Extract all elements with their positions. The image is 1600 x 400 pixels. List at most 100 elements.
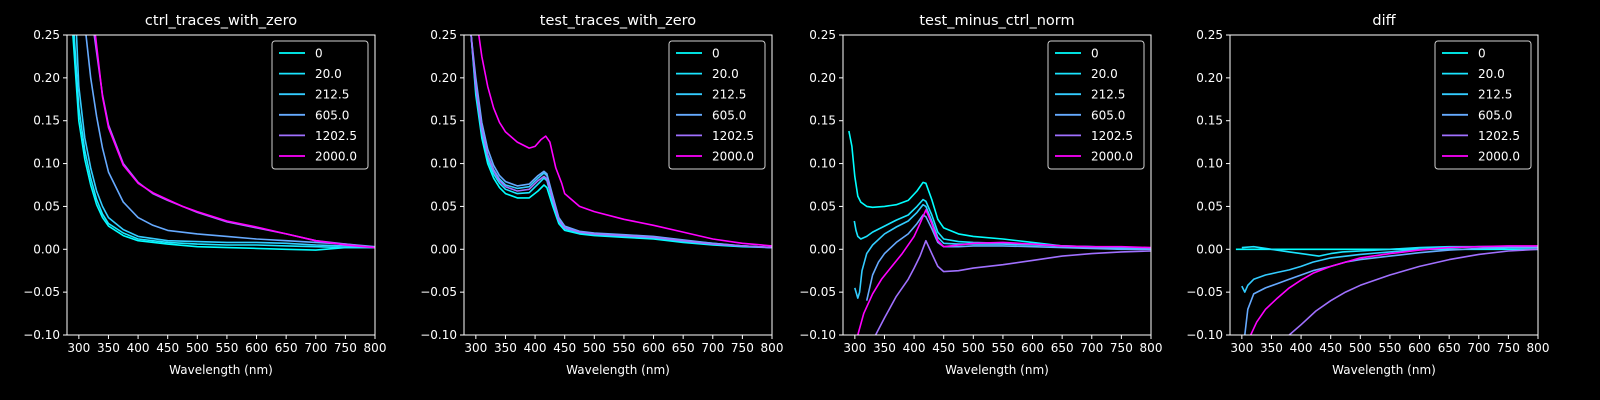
series-group [848,130,1151,335]
x-tick-label: 600 [1408,341,1431,355]
y-tick-label: 0.00 [33,242,60,256]
legend-label: 2000.0 [712,150,754,164]
x-tick-label: 300 [1230,341,1253,355]
x-tick-label: 400 [903,341,926,355]
x-tick-label: 400 [1290,341,1313,355]
x-tick-label: 350 [494,341,517,355]
y-tick-label: 0.20 [430,71,457,85]
x-tick-label: 550 [1378,341,1401,355]
legend: 0 20.0 212.5 605.0 1202.5 2000.0 [668,40,766,170]
y-tick-label: 0.20 [809,71,836,85]
legend-label: 605.0 [1478,108,1512,122]
series-line-212.5 [75,35,375,249]
series-group [72,35,375,251]
y-tick-label: 0.15 [1196,114,1223,128]
x-axis-label: Wavelength (nm) [945,363,1049,377]
y-tick-label: 0.25 [33,28,60,42]
x-tick-label: 650 [275,341,298,355]
legend-label: 0 [315,47,323,61]
y-tick-label: 0.25 [809,28,836,42]
series-line-1202.5 [470,35,772,249]
legend-label: 20.0 [1091,67,1118,81]
x-tick-label: 450 [553,341,576,355]
chart-title: test_traces_with_zero [540,13,697,29]
legend-label: 2000.0 [1478,150,1520,164]
y-tick-label: 0.10 [33,157,60,171]
y-tick-label: −0.10 [1186,328,1223,342]
x-tick-label: 600 [1021,341,1044,355]
series-line-2000.0 [478,35,772,247]
legend-label: 0 [1091,47,1099,61]
x-tick-label: 450 [932,341,955,355]
axes-frame [66,34,376,336]
legend: 0 20.0 212.5 605.0 1202.5 2000.0 [1434,40,1532,170]
x-tick-label: 450 [1319,341,1342,355]
legend-label: 1202.5 [712,129,754,143]
x-tick-label: 750 [334,341,357,355]
axes-frame [463,34,773,336]
series-line-2000.0 [1249,245,1538,335]
series-line-2000.0 [857,209,1151,335]
y-tick-label: 0.25 [430,28,457,42]
legend-label: 605.0 [315,108,349,122]
y-tick-label: 0.05 [809,199,836,213]
y-tick-label: 0.00 [809,242,836,256]
y-tick-label: −0.05 [420,285,457,299]
chart-title: ctrl_traces_with_zero [145,13,297,29]
legend-label: 20.0 [1478,67,1505,81]
series-line-0 [848,130,1151,251]
x-tick-label: 500 [186,341,209,355]
axes-frame [1229,34,1539,336]
x-tick-label: 300 [843,341,866,355]
x-axis-label: Wavelength (nm) [169,363,273,377]
legend-label: 212.5 [712,88,746,102]
chart-title: test_minus_ctrl_norm [919,13,1074,29]
legend-label: 1202.5 [315,129,357,143]
chart-panel-1: ctrl_traces_with_zero 300 350 400 450 500 550 6… [23,13,386,377]
legend-label: 0 [1478,47,1486,61]
x-tick-label: 450 [156,341,179,355]
y-tick-label: 0.15 [430,114,457,128]
series-line-605.0 [85,35,375,248]
x-tick-label: 700 [701,341,724,355]
chart-panel-3: test_minus_ctrl_norm 300 350 400 450 500 550 60… [799,13,1162,377]
series-line-0 [470,35,772,249]
y-tick-label: −0.10 [420,328,457,342]
legend-label: 1202.5 [1091,129,1133,143]
legend: 0 20.0 212.5 605.0 1202.5 2000.0 [271,40,369,170]
x-tick-label: 350 [1260,341,1283,355]
y-tick-label: 0.25 [1196,28,1223,42]
x-tick-label: 750 [1497,341,1520,355]
y-tick-label: −0.05 [799,285,836,299]
x-tick-label: 500 [962,341,985,355]
x-tick-label: 550 [215,341,238,355]
legend-label: 2000.0 [315,150,357,164]
series-line-1202.5 [1288,248,1538,335]
x-tick-label: 800 [364,341,387,355]
series-line-1202.5 [874,239,1151,335]
y-tick-label: 0.05 [1196,199,1223,213]
y-tick-label: 0.15 [809,114,836,128]
x-tick-label: 500 [1349,341,1372,355]
legend-label: 605.0 [712,108,746,122]
series-line-605.0 [1244,246,1538,335]
x-tick-label: 550 [612,341,635,355]
x-tick-label: 300 [67,341,90,355]
legend: 0 20.0 212.5 605.0 1202.5 2000.0 [1047,40,1145,170]
x-tick-label: 750 [1110,341,1133,355]
x-tick-label: 550 [991,341,1014,355]
y-tick-label: −0.10 [799,328,836,342]
x-tick-label: 800 [1140,341,1163,355]
chart-title: diff [1372,13,1396,29]
x-tick-label: 700 [304,341,327,355]
x-tick-label: 700 [1080,341,1103,355]
x-tick-label: 600 [642,341,665,355]
y-tick-label: 0.00 [1196,242,1223,256]
y-tick-label: −0.05 [1186,285,1223,299]
x-tick-label: 650 [1051,341,1074,355]
legend-label: 1202.5 [1478,129,1520,143]
y-tick-label: 0.00 [430,242,457,256]
legend-label: 0 [712,47,720,61]
legend-label: 212.5 [1478,88,1512,102]
